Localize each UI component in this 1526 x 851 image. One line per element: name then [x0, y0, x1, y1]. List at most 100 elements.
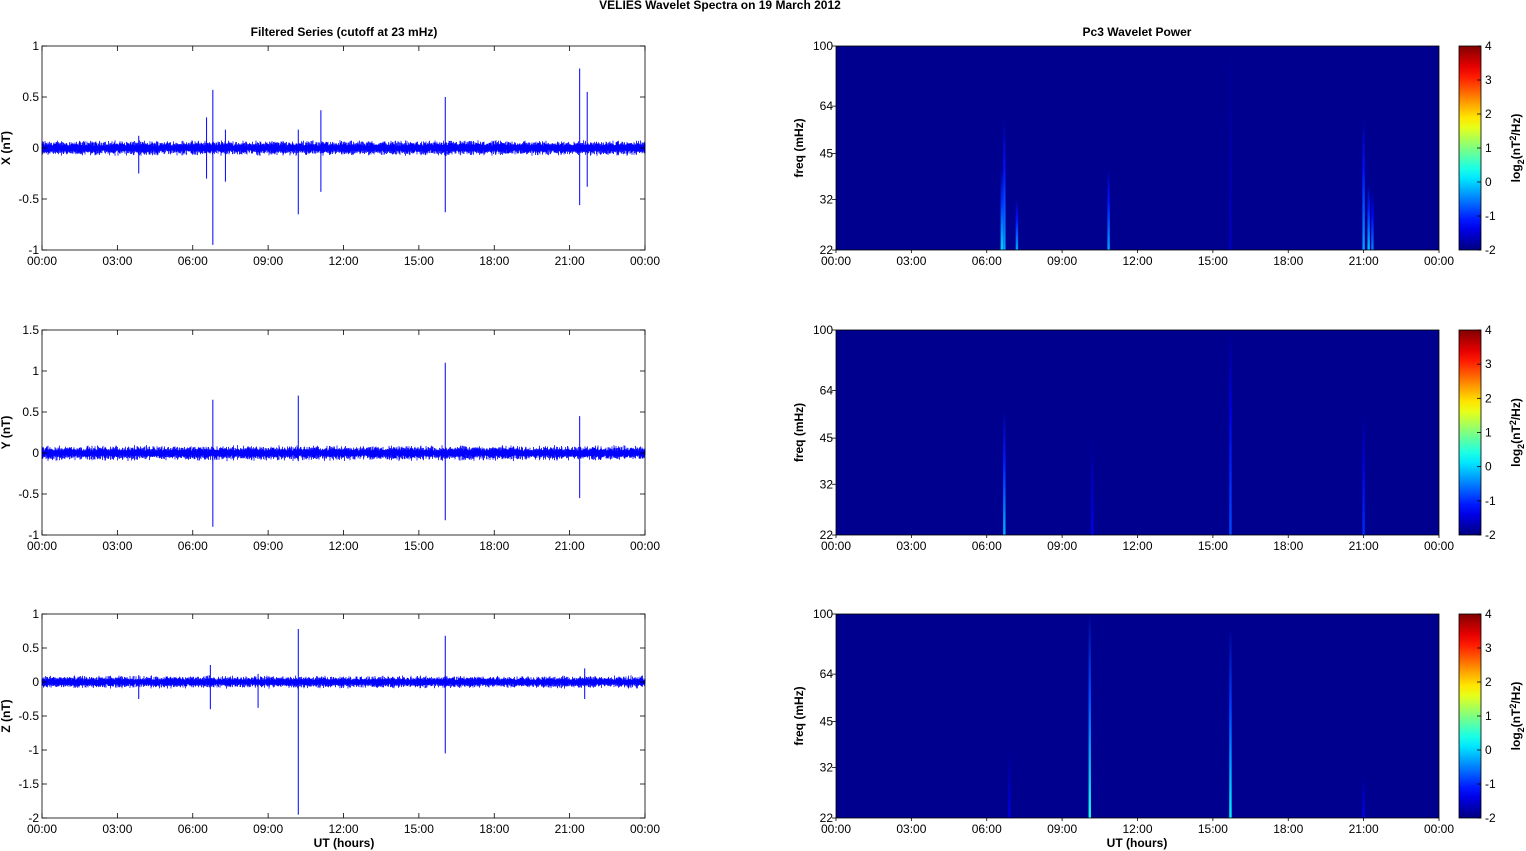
x-tick-label: 12:00 [1122, 822, 1152, 836]
power-streak-1 [1000, 169, 1004, 250]
y-tick-label: 0.5 [22, 405, 39, 419]
x-tick-label: 03:00 [896, 254, 926, 268]
colorbar-tick-label: -1 [1485, 209, 1496, 223]
y-tick-label: -1 [28, 243, 39, 257]
x-tick-label: 06:00 [972, 539, 1002, 553]
x-tick-label: 00:00 [27, 254, 57, 268]
x-tick-label: 00:00 [630, 539, 660, 553]
y-tick-label: 100 [813, 39, 833, 53]
colorbar-tick-label: -1 [1485, 494, 1496, 508]
colorbar-tick-label: 4 [1485, 39, 1492, 53]
right-column-title: Pc3 Wavelet Power [1083, 25, 1192, 39]
y-tick-label: 45 [820, 147, 834, 161]
right-xaxis-label: UT (hours) [1107, 836, 1168, 850]
power-streak-4 [1362, 410, 1365, 535]
colorbar-tick-label: 2 [1485, 391, 1492, 405]
heatmap-background [836, 614, 1439, 818]
x-tick-label: 18:00 [479, 539, 509, 553]
y-axis-label: Y (nT) [0, 416, 13, 450]
colorbar-tick-label: 1 [1485, 709, 1492, 723]
x-tick-label: 00:00 [1424, 539, 1454, 553]
y-tick-label: -0.5 [18, 192, 39, 206]
x-tick-label: 06:00 [178, 822, 208, 836]
timeseries-panel-3: -2 -1.5 -1 -0.5 0 0.5 1 00:00 03:00 06:00 09:00 12:… [0, 607, 660, 836]
colorbar-tick-label: 0 [1485, 460, 1492, 474]
y-axis-label: freq (mHz) [792, 118, 806, 177]
y-tick-label: 45 [820, 431, 834, 445]
x-tick-label: 00:00 [1424, 254, 1454, 268]
y-tick-label: -1 [28, 743, 39, 757]
x-tick-label: 21:00 [1349, 539, 1379, 553]
x-tick-label: 09:00 [253, 254, 283, 268]
y-axis-label: X (nT) [0, 131, 13, 165]
x-tick-label: 15:00 [1198, 254, 1228, 268]
timeseries-panel-1: -1 -0.5 0 0.5 1 00:00 03:00 06:00 09:00 12:00 15:0… [0, 39, 660, 268]
power-streak-1 [1003, 410, 1006, 535]
x-tick-label: 15:00 [404, 254, 434, 268]
colorbar-tick-label: 1 [1485, 426, 1492, 440]
y-tick-label: 1 [32, 607, 39, 621]
y-tick-label: 64 [820, 383, 834, 397]
y-tick-label: 0.5 [22, 641, 39, 655]
colorbar-tick-label: 3 [1485, 357, 1492, 371]
x-tick-label: 21:00 [1349, 254, 1379, 268]
x-tick-label: 03:00 [102, 539, 132, 553]
x-tick-label: 06:00 [178, 254, 208, 268]
y-tick-label: -0.5 [18, 709, 39, 723]
plot-area [42, 614, 645, 818]
x-tick-label: 09:00 [1047, 822, 1077, 836]
x-tick-label: 00:00 [630, 822, 660, 836]
x-tick-label: 21:00 [555, 254, 585, 268]
x-tick-label: 09:00 [1047, 539, 1077, 553]
heatmap-background [836, 46, 1439, 250]
heatmap-background [836, 330, 1439, 535]
y-tick-label: 0.5 [22, 90, 39, 104]
left-xaxis-label: UT (hours) [314, 836, 375, 850]
x-tick-label: 12:00 [1122, 254, 1152, 268]
x-tick-label: 03:00 [102, 822, 132, 836]
colorbar-label: log2(nT2/Hz) [1508, 114, 1526, 183]
power-streak-4 [1107, 169, 1110, 250]
x-tick-label: 15:00 [404, 539, 434, 553]
power-streak-2 [1088, 614, 1091, 818]
x-tick-label: 18:00 [479, 822, 509, 836]
colorbar-tick-label: -2 [1485, 243, 1496, 257]
power-streak-2 [1003, 119, 1006, 250]
x-tick-label: 15:00 [1198, 539, 1228, 553]
y-tick-label: 0 [32, 141, 39, 155]
y-tick-label: -1 [28, 528, 39, 542]
colorbar-tick-label: 4 [1485, 323, 1492, 337]
y-tick-label: 64 [820, 99, 834, 113]
x-tick-label: 00:00 [821, 254, 851, 268]
y-tick-label: 22 [820, 811, 834, 825]
y-tick-label: 45 [820, 715, 834, 729]
x-tick-label: 18:00 [1273, 822, 1303, 836]
y-tick-label: 64 [820, 667, 834, 681]
y-tick-label: 0 [32, 446, 39, 460]
x-tick-label: 06:00 [972, 822, 1002, 836]
x-tick-label: 18:00 [1273, 254, 1303, 268]
y-axis-label: freq (mHz) [792, 403, 806, 462]
y-tick-label: 22 [820, 243, 834, 257]
y-axis-label: freq (mHz) [792, 686, 806, 745]
figure-suptitle: VELIES Wavelet Spectra on 19 March 2012 [599, 0, 841, 12]
x-tick-label: 21:00 [555, 539, 585, 553]
colorbar-tick-label: 3 [1485, 73, 1492, 87]
colorbar-tick-label: 1 [1485, 141, 1492, 155]
y-tick-label: 1.5 [22, 323, 39, 337]
y-tick-label: 32 [820, 761, 834, 775]
y-tick-label: -0.5 [18, 487, 39, 501]
x-tick-label: 00:00 [821, 539, 851, 553]
x-tick-label: 06:00 [178, 539, 208, 553]
x-tick-label: 00:00 [821, 822, 851, 836]
colorbar-tick-label: 0 [1485, 743, 1492, 757]
x-tick-label: 18:00 [479, 254, 509, 268]
x-tick-label: 06:00 [972, 254, 1002, 268]
colorbar-tick-label: 2 [1485, 675, 1492, 689]
power-streak-1 [1008, 751, 1011, 818]
power-streak-7 [1367, 183, 1370, 250]
power-streak-2 [1091, 438, 1094, 535]
panels-group: -1 -0.5 0 0.5 1 00:00 03:00 06:00 09:00 12:00 15:0… [0, 39, 1526, 836]
